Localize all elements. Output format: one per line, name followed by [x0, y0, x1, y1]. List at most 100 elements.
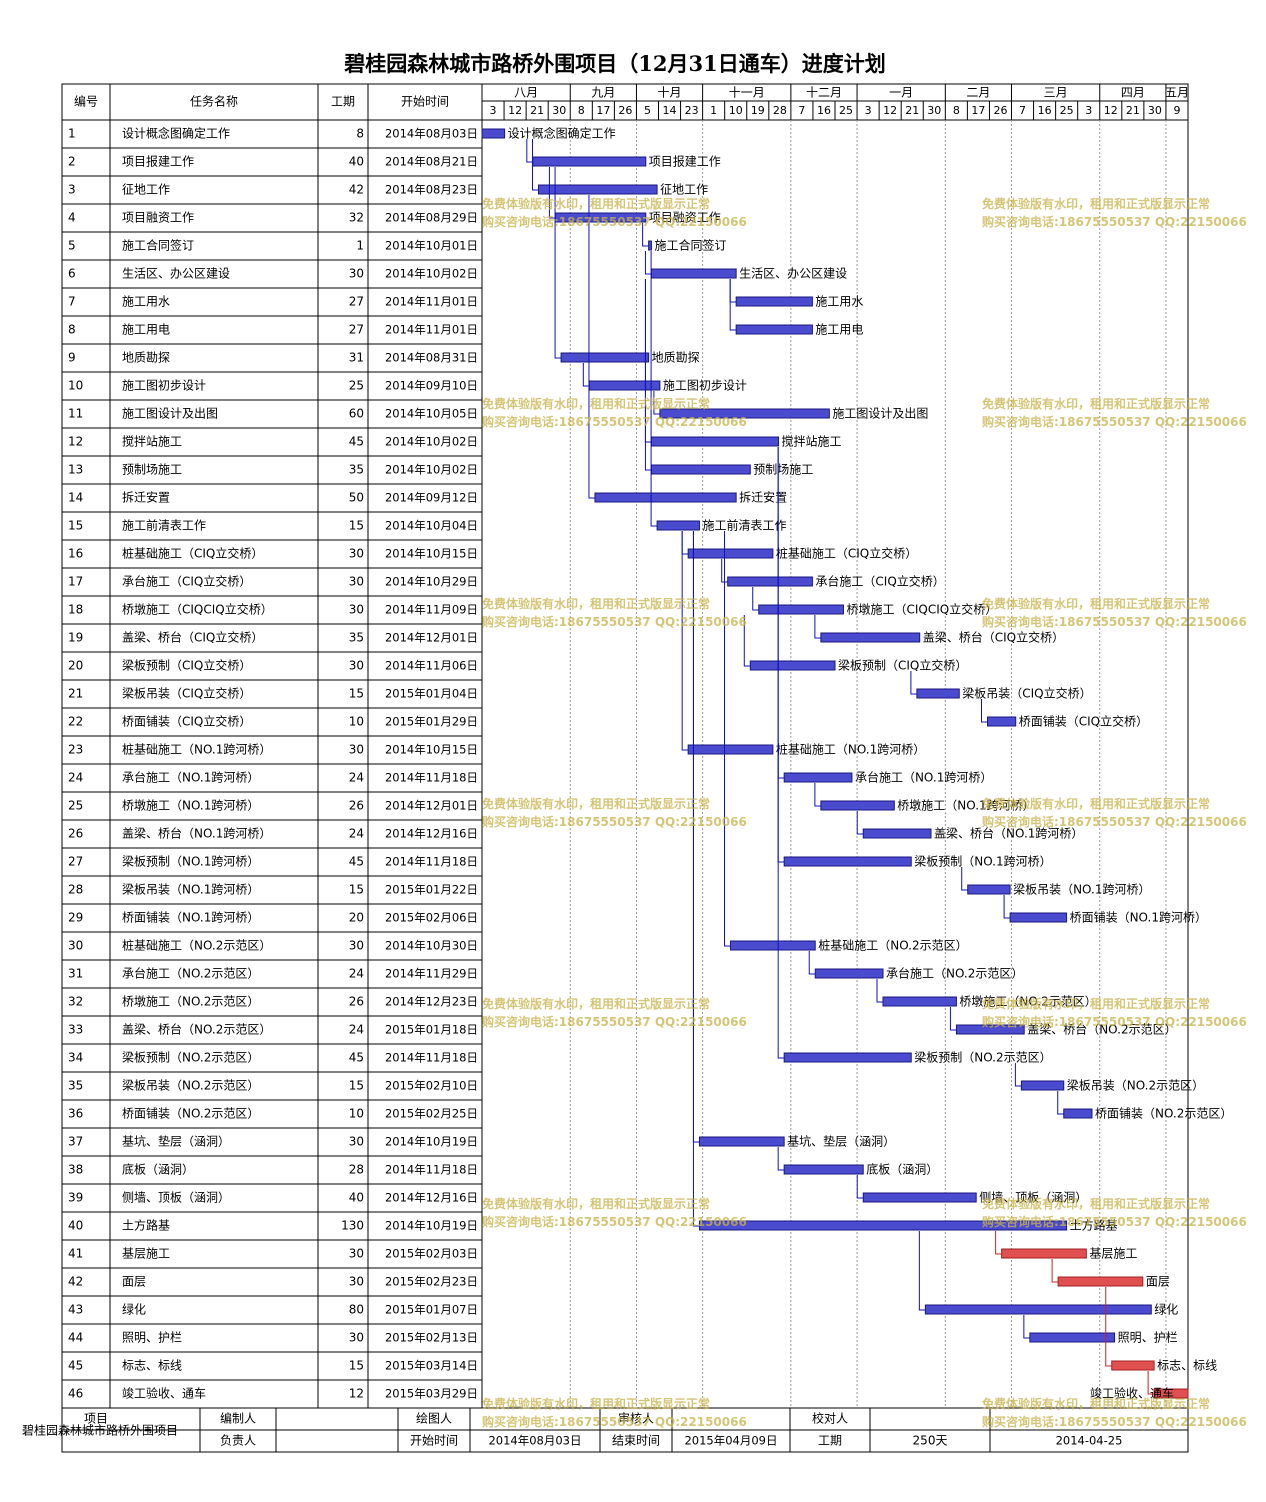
task-bar: [967, 884, 1011, 895]
task-bar: [650, 436, 780, 447]
month-label: 三月: [1044, 86, 1068, 100]
task-id: 31: [68, 967, 83, 981]
watermark-line2: 购买咨询电话:18675550537 QQ:22150066: [482, 1214, 747, 1229]
task-id: 14: [68, 491, 83, 505]
task-name: 设计概念图确定工作: [122, 126, 230, 141]
watermark-line1: 免费体验版有水印，租用和正式版显示正常: [982, 196, 1210, 211]
task-duration: 24: [349, 967, 364, 981]
task-bar-label: 生活区、办公区建设: [739, 266, 847, 281]
task-start: 2014年10月02日: [385, 267, 478, 281]
task-start: 2014年11月18日: [385, 1051, 478, 1065]
task-bar-label: 面层: [1146, 1275, 1170, 1289]
task-bar-label: 底板（涵洞）: [866, 1162, 938, 1177]
task-name: 桩基础施工（NO.2示范区）: [122, 938, 271, 953]
task-bar-label: 梁板预制（NO.2示范区）: [914, 1050, 1051, 1065]
task-name: 桥墩施工（NO.2示范区）: [122, 995, 259, 1009]
task-duration: 30: [349, 1331, 364, 1345]
watermark-line2: 购买咨询电话:18675550537 QQ:22150066: [982, 214, 1247, 229]
task-id: 10: [68, 379, 83, 393]
task-bar-label: 施工图初步设计: [663, 379, 747, 393]
task-duration: 30: [349, 547, 364, 561]
task-bar-label: 施工合同签订: [654, 238, 726, 253]
watermark-line1: 免费体验版有水印，租用和正式版显示正常: [982, 796, 1210, 811]
task-name: 施工前清表工作: [122, 518, 206, 533]
page-title: 碧桂园森林城市路桥外围项目（12月31日通车）进度计划: [344, 51, 886, 76]
task-id: 23: [68, 743, 83, 757]
task-bar: [648, 240, 652, 251]
task-bar: [783, 1052, 912, 1063]
task-start: 2014年09月10日: [385, 379, 478, 393]
task-start: 2014年11月18日: [385, 1163, 478, 1177]
task-duration: 10: [349, 1107, 364, 1121]
task-duration: 30: [349, 1135, 364, 1149]
task-duration: 24: [349, 771, 364, 785]
task-bar: [1020, 1080, 1065, 1091]
footer-end-value: 2015年04月09日: [684, 1434, 777, 1448]
task-id: 19: [68, 631, 83, 645]
task-bar: [783, 772, 853, 783]
task-duration: 42: [349, 183, 364, 197]
dependency-link: [856, 811, 864, 835]
task-start: 2015年01月07日: [385, 1303, 478, 1317]
task-id: 7: [68, 295, 76, 309]
day-label: 26: [618, 104, 632, 117]
task-id: 36: [68, 1107, 83, 1121]
dependency-link: [588, 195, 595, 499]
dependency-link: [856, 1175, 864, 1199]
day-label: 30: [927, 104, 941, 117]
day-label: 16: [1038, 104, 1052, 117]
task-start: 2014年08月03日: [385, 127, 478, 141]
task-duration: 15: [349, 883, 364, 897]
task-name: 底板（涵洞）: [122, 1162, 194, 1177]
task-start: 2014年11月06日: [385, 659, 478, 673]
day-label: 17: [971, 104, 985, 117]
task-id: 15: [68, 519, 83, 533]
task-name: 项目报建工作: [122, 154, 194, 169]
task-duration: 28: [349, 1163, 364, 1177]
dependency-link: [642, 223, 649, 247]
dependency-link: [876, 979, 884, 1003]
task-duration: 27: [349, 295, 364, 309]
task-id: 30: [68, 939, 83, 953]
task-duration: 26: [349, 799, 364, 813]
month-label: 一月: [889, 86, 913, 100]
day-label: 9: [1173, 104, 1180, 117]
task-name: 桥墩施工（CIQCIQ立交桥）: [122, 602, 273, 617]
header-start: 开始时间: [401, 95, 449, 109]
task-name: 施工图设计及出图: [122, 407, 218, 421]
day-label: 25: [1060, 104, 1074, 117]
task-id: 18: [68, 603, 83, 617]
task-bar: [687, 744, 774, 755]
watermark-line2: 购买咨询电话:18675550537 QQ:22150066: [982, 1214, 1247, 1229]
task-duration: 10: [349, 715, 364, 729]
dependency-link: [681, 531, 689, 555]
dependency-link: [777, 1147, 785, 1171]
dependency-link: [644, 251, 652, 275]
task-bar-label: 桥墩施工（NO.2示范区）: [959, 995, 1096, 1009]
task-bar: [814, 968, 884, 979]
task-bar-label: 盖梁、桥台（NO.1跨河桥）: [934, 826, 1083, 841]
task-start: 2015年03月29日: [385, 1387, 478, 1401]
footer-owner-label: 负责人: [220, 1434, 256, 1448]
task-bar: [560, 352, 650, 363]
task-duration: 30: [349, 267, 364, 281]
task-name: 桥面铺装（NO.1跨河桥）: [122, 911, 259, 925]
dependency-link: [681, 531, 689, 751]
task-id: 33: [68, 1023, 83, 1037]
task-id: 24: [68, 771, 83, 785]
task-start: 2015年02月03日: [385, 1247, 478, 1261]
task-start: 2014年12月16日: [385, 1191, 478, 1205]
watermark-line2: 购买咨询电话:18675550537 QQ:22150066: [482, 1014, 747, 1029]
task-bar: [783, 856, 912, 867]
watermark-line2: 购买咨询电话:18675550537 QQ:22150066: [482, 614, 747, 629]
task-id: 12: [68, 435, 83, 449]
watermark-line2: 购买咨询电话:18675550537 QQ:22150066: [482, 814, 747, 829]
task-bar: [882, 996, 957, 1007]
task-id: 25: [68, 799, 83, 813]
task-bar-label: 盖梁、桥台（NO.2示范区）: [1027, 1022, 1176, 1037]
watermark-line1: 免费体验版有水印，租用和正式版显示正常: [982, 1396, 1210, 1411]
task-bar-label: 基坑、垫层（涵洞）: [787, 1134, 895, 1149]
task-name: 生活区、办公区建设: [122, 266, 230, 281]
dependency-link: [814, 783, 821, 807]
footer-duration-label: 工期: [818, 1434, 842, 1448]
